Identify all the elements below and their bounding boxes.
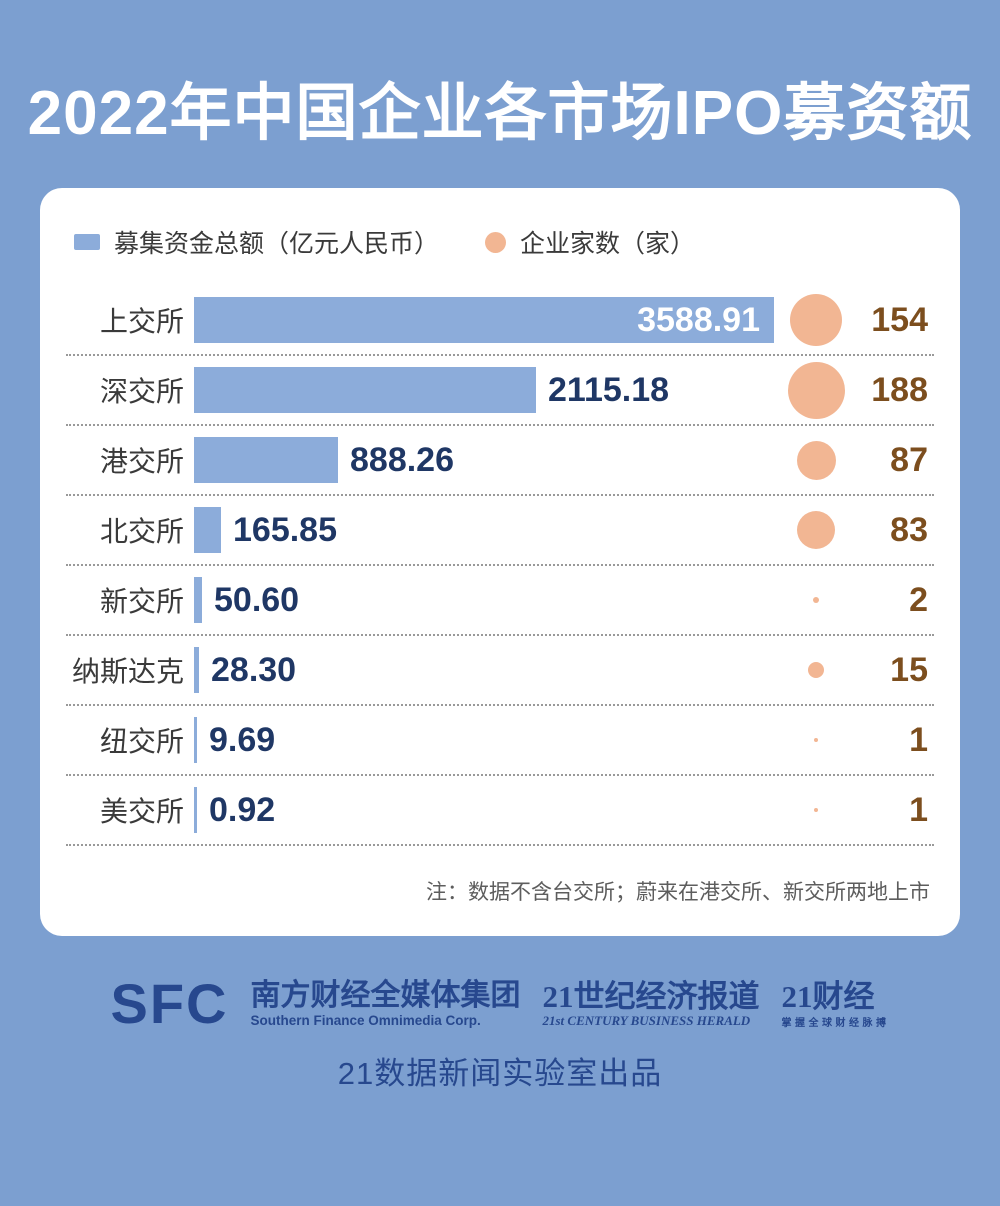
- bubble-cell: [776, 808, 856, 812]
- funding-value: 2115.18: [548, 370, 670, 409]
- funding-value: 0.92: [209, 790, 276, 829]
- legend-item-count: 企业家数（家）: [485, 224, 695, 260]
- count-value: 15: [890, 650, 928, 689]
- count-value: 87: [890, 440, 928, 479]
- category-label: 美交所: [99, 796, 184, 827]
- chart-rows: 上交所 3588.91 154 深交所 2115.18 188 港交所 888.26 87 北交所…: [66, 286, 934, 846]
- category-label: 北交所: [99, 516, 184, 547]
- category-label: 纳斯达克: [71, 656, 184, 687]
- group-name-en: Southern Finance Omnimedia Corp.: [250, 1013, 481, 1029]
- bar-cell: 28.30: [194, 647, 776, 693]
- page-title: 2022年中国企业各市场IPO募资额: [27, 79, 973, 148]
- cj-logo: 21财经 掌握全球财经脉搏: [782, 979, 890, 1029]
- count-bubble: [796, 440, 836, 480]
- funding-bar: [194, 507, 221, 553]
- funding-bar: [194, 787, 197, 833]
- bubble-cell: [776, 511, 856, 549]
- chart-row: 新交所 50.60 2: [66, 566, 934, 636]
- herald-name-en: 21st CENTURY BUSINESS HERALD: [542, 1013, 751, 1029]
- count-bubble: [790, 294, 842, 346]
- category-label: 港交所: [99, 446, 184, 477]
- bar-cell: 9.69: [194, 717, 776, 763]
- chart-row: 上交所 3588.91 154: [66, 286, 934, 356]
- chart-row: 美交所 0.92 1: [66, 776, 934, 846]
- category-label: 新交所: [99, 586, 184, 617]
- chart-row: 北交所 165.85 83: [66, 496, 934, 566]
- funding-value: 888.26: [350, 440, 454, 479]
- count-bubble: [814, 738, 818, 742]
- bar-cell: 3588.91: [194, 297, 776, 343]
- count-bubble: [808, 662, 824, 678]
- chart-row: 纳斯达克 28.30 15: [66, 636, 934, 706]
- legend-count-label: 企业家数（家）: [520, 230, 696, 258]
- funding-bar: 3588.91: [194, 297, 774, 343]
- count-value: 2: [909, 580, 928, 619]
- chart-row: 港交所 888.26 87: [66, 426, 934, 496]
- sfc-logo: SFC: [110, 972, 229, 1035]
- funding-value: 3588.91: [637, 300, 760, 339]
- funding-bar: [194, 367, 536, 413]
- chart-row: 深交所 2115.18 188: [66, 356, 934, 426]
- bubble-cell: [776, 361, 856, 419]
- count-value: 1: [909, 720, 928, 759]
- group-logo: 南方财经全媒体集团 Southern Finance Omnimedia Cor…: [251, 979, 521, 1029]
- count-bubble: [797, 511, 835, 549]
- bar-cell: 2115.18: [194, 367, 776, 413]
- cj-slogan: 掌握全球财经脉搏: [781, 1017, 890, 1029]
- chart-row: 纽交所 9.69 1: [66, 706, 934, 776]
- herald-name-cn: 21世纪经济报道: [542, 978, 760, 1014]
- funding-value: 50.60: [214, 580, 300, 619]
- herald-logo: 21世纪经济报道 21st CENTURY BUSINESS HERALD: [543, 979, 760, 1030]
- legend-funding-label: 募集资金总额（亿元人民币）: [114, 230, 440, 258]
- count-value: 1: [909, 790, 928, 829]
- funding-bar: [194, 437, 338, 483]
- funding-bar: [194, 647, 199, 693]
- count-bubble: [813, 597, 819, 603]
- produced-by: 21数据新闻实验室出品: [337, 1056, 663, 1091]
- funding-bar: [194, 717, 197, 763]
- footer-logos: SFC 南方财经全媒体集团 Southern Finance Omnimedia…: [0, 976, 1000, 1032]
- bubble-cell: [776, 738, 856, 742]
- funding-bar: [194, 577, 202, 623]
- legend: 募集资金总额（亿元人民币） 企业家数（家）: [66, 214, 934, 260]
- funding-value: 9.69: [209, 720, 276, 759]
- circle-swatch-icon: [485, 231, 507, 253]
- bubble-cell: [776, 597, 856, 603]
- footnote: 注：数据不含台交所；蔚来在港交所、新交所两地上市: [426, 881, 930, 904]
- bar-cell: 50.60: [194, 577, 776, 623]
- bar-cell: 0.92: [194, 787, 776, 833]
- bar-swatch-icon: [74, 234, 100, 250]
- chart-card: 募集资金总额（亿元人民币） 企业家数（家） 上交所 3588.91 154 深交所 21…: [40, 188, 960, 936]
- group-name-cn: 南方财经全媒体集团: [250, 978, 521, 1012]
- funding-value: 28.30: [211, 650, 297, 689]
- bubble-cell: [776, 294, 856, 346]
- category-label: 纽交所: [99, 726, 184, 757]
- legend-item-funding: 募集资金总额（亿元人民币）: [74, 224, 439, 260]
- count-value: 83: [890, 510, 928, 549]
- bar-cell: 165.85: [194, 507, 776, 553]
- bar-cell: 888.26: [194, 437, 776, 483]
- category-label: 深交所: [99, 376, 184, 407]
- count-value: 154: [871, 300, 928, 339]
- funding-value: 165.85: [233, 510, 337, 549]
- category-label: 上交所: [99, 306, 184, 337]
- count-value: 188: [871, 370, 928, 409]
- count-bubble: [787, 361, 845, 419]
- cj-name-cn: 21财经: [781, 978, 875, 1014]
- count-bubble: [814, 808, 818, 812]
- bubble-cell: [776, 662, 856, 678]
- bubble-cell: [776, 440, 856, 480]
